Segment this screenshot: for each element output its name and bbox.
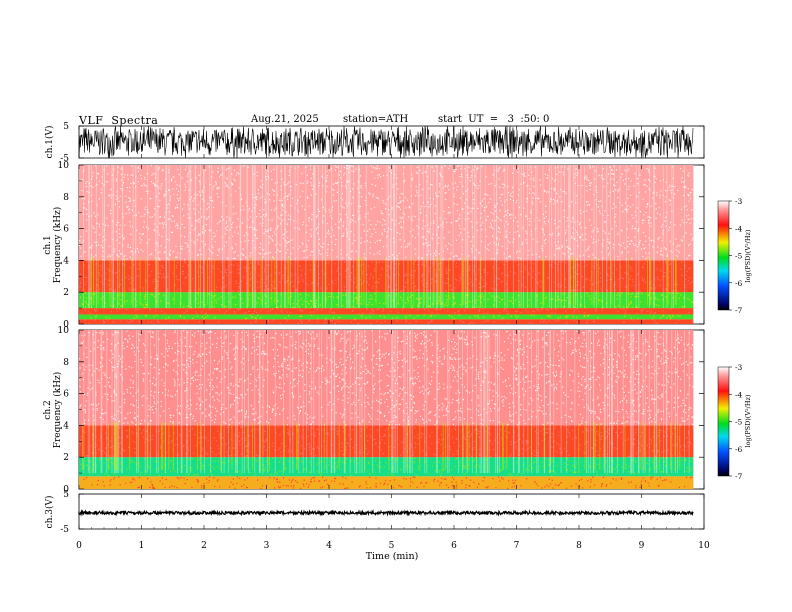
colorbar-tick-label-2-2: -5 [735,418,743,427]
y-tick-label-2-0: 10 [58,326,70,336]
x-tick-label-0: 0 [76,541,82,551]
y-tick-label-3-0: 5 [63,490,69,500]
colorbar-tick-label-2-3: -6 [735,445,743,454]
ch3-waveform-frame [78,493,705,530]
x-tick-label-2: 2 [201,541,207,551]
spectrogram-bursts-2 [82,422,681,470]
spectrogram-band-1-2 [79,308,694,315]
spectrogram-band-1-1 [79,314,694,320]
colorbar-tick-label-2-0: -3 [735,363,743,372]
y-tick-label-0-1: -5 [60,154,69,164]
spectrogram-band-2-3 [79,330,694,426]
y-tick-label-3-1: -5 [60,525,69,535]
x-tick-label-5: 5 [389,541,395,551]
ch1-channel-label: ch.1 [43,235,53,254]
station-label: station=ATH [343,114,409,125]
colorbar-tick-label-1-0: -3 [735,197,743,206]
y-tick-label-1-3: 4 [63,256,69,266]
spectrogram-bursts-1 [90,257,677,305]
x-tick-label-3: 3 [264,541,270,551]
colorbar-tick-label-1-3: -6 [735,279,743,288]
colorbar-labels: -3 -4 -5 -6 -7 -3 -4 -5 -6 -7 [729,197,743,481]
colorbar-tick-label-2-4: -7 [735,472,743,481]
ch1-frequency-label: Frequency (kHz) [52,207,63,284]
spectrogram-band-1-3 [79,292,694,309]
spectrogram-band-1-5 [79,165,694,261]
colorbar-tick-label-1-1: -4 [735,224,743,233]
y-tick-label-1-0: 10 [58,161,70,171]
chart-title: VLF Spectra [79,114,159,127]
y-tick-label-0-0: 5 [63,122,69,132]
x-tick-label-7: 7 [514,541,520,551]
colorbar-tick-label-2-1: -4 [735,390,743,399]
ch1-waveform [78,125,694,159]
spectrogram-band-1-0 [79,319,694,324]
y-tick-label-2-5: 0 [63,485,69,495]
waveform-trace-3 [78,509,694,517]
spectrogram-texture-1-3 [79,292,694,309]
x-axis-label: Time (min) [366,551,419,562]
y-tick-label-2-1: 8 [63,358,69,368]
y-tick-label-2-2: 6 [63,390,69,400]
spectrogram-streaks-2 [83,330,690,474]
y-tick-label-2-3: 4 [63,421,69,431]
y-tick-label-1-5: 0 [63,320,69,330]
ch2-spectrogram [79,330,694,490]
ch1-colorbar-label: log(PSD)(V²/Hz) [744,229,752,282]
spectrogram-texture-1-2 [81,308,690,315]
spectrogram-streaks-1 [83,165,685,309]
x-tick-label-9: 9 [639,541,645,551]
x-tick-label-1: 1 [139,541,145,551]
date-label: Aug.21, 2025 [251,114,319,125]
ch2-channel-label: ch.2 [43,400,53,419]
x-tick-label-4: 4 [326,541,332,551]
x-tick-label-10: 10 [698,541,710,551]
ch1-waveform-ylabel: ch.1(V) [44,126,55,159]
start-time-label: start UT = 3 :50: 0 [438,114,550,125]
colorbar-tick-label-1-4: -7 [735,306,743,315]
ch3-waveform-ylabel: ch.3(V) [44,496,55,529]
spectrogram-texture-2-2 [79,425,694,458]
spectrogram-band-2-0 [79,476,694,489]
ch2-colorbar [717,366,730,477]
y-tick-label-2-4: 2 [63,453,69,463]
y-tick-label-1-1: 8 [63,193,69,203]
spectrogram-band-2-1 [79,457,694,477]
x-tick-label-8: 8 [576,541,582,551]
x-tick-label-6: 6 [451,541,457,551]
y-tick-label-1-4: 2 [63,288,69,298]
y-tick-label-1-2: 6 [63,225,69,235]
spectrogram-band-2-2 [79,425,694,458]
ch2-colorbar-label: log(PSD)(V²/Hz) [744,394,752,447]
colorbar-tick-label-1-2: -5 [735,252,743,261]
ch2-frequency-label: Frequency (kHz) [52,372,63,449]
ch1-colorbar [717,200,730,311]
spectrogram-band-1-4 [79,260,694,293]
ch1-spectrogram [79,165,694,325]
waveform-trace-1 [78,125,694,159]
spectrogram-texture-1-5 [79,165,694,261]
ch3-waveform [78,509,694,517]
